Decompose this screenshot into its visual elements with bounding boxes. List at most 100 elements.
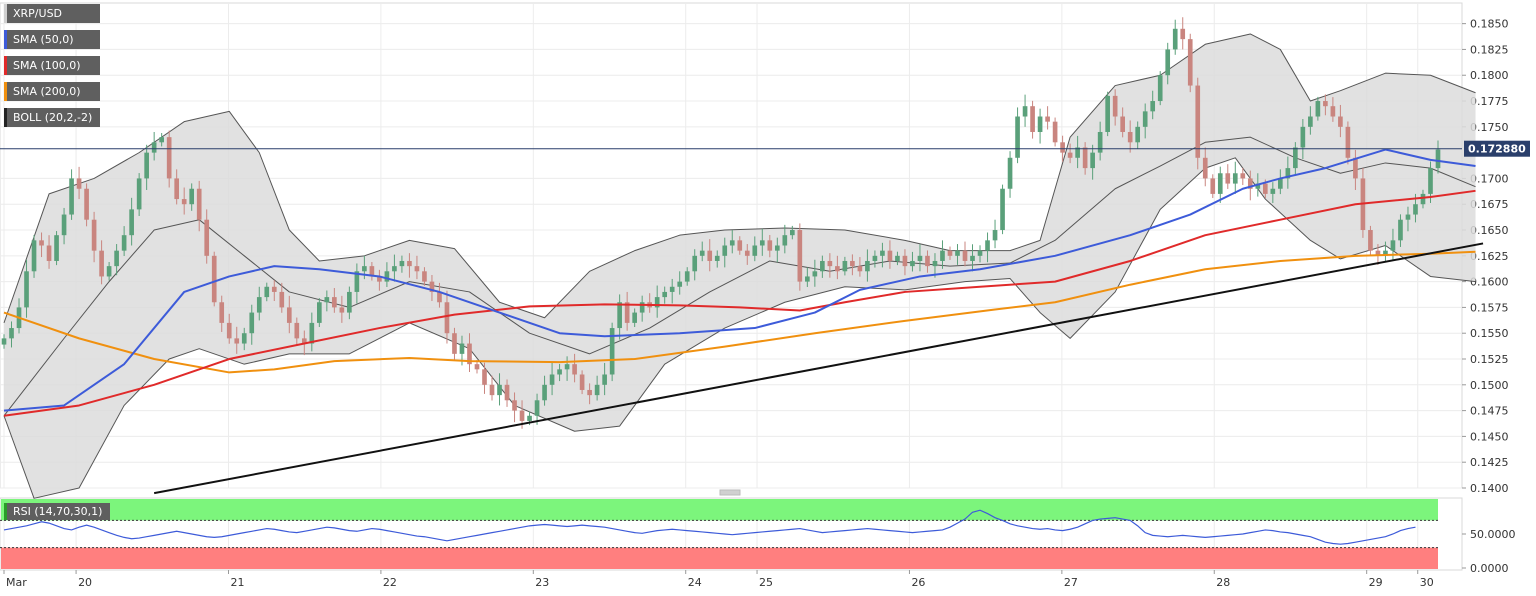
legend-sma100[interactable]: SMA (100,0) (4, 56, 101, 75)
candle (1300, 118, 1306, 160)
candle (1398, 214, 1403, 247)
candle (264, 282, 270, 302)
candle-body (189, 188, 195, 205)
candle-body (249, 312, 255, 334)
candle (136, 173, 142, 216)
candle (910, 251, 915, 272)
candle (437, 282, 442, 308)
candle-body (332, 297, 337, 308)
candle (1150, 90, 1156, 120)
candle-body (1398, 219, 1403, 241)
candle-body (1405, 214, 1411, 220)
candle (632, 308, 637, 328)
candle-body (1285, 168, 1291, 179)
candle-body (1105, 95, 1110, 132)
candle-body (279, 291, 285, 308)
sma200-line (3, 250, 1476, 374)
candle-body (1172, 28, 1178, 50)
candle-body (617, 302, 622, 329)
legend-boll[interactable]: BOLL (20,2,-2) (4, 108, 101, 127)
candle (1195, 77, 1201, 170)
candle-body (632, 312, 637, 323)
candle (857, 257, 863, 277)
legend-sma50[interactable]: SMA (50,0) (4, 30, 101, 49)
candle (84, 183, 89, 227)
candle (54, 231, 59, 266)
y-tick-label: 0.1450 (1470, 430, 1509, 443)
candle (1217, 166, 1223, 203)
candle-body (31, 240, 37, 272)
candle (759, 228, 765, 256)
candle (925, 250, 930, 273)
candle-body (309, 322, 315, 344)
candle (594, 375, 600, 401)
candle (789, 225, 795, 240)
candle-body (714, 255, 720, 261)
indicator-legend: XRP/USD SMA (50,0) SMA (100,0) SMA (200,… (4, 4, 101, 134)
candle-body (910, 260, 915, 267)
legend-pair[interactable]: XRP/USD (4, 4, 101, 23)
candle (354, 263, 360, 304)
candle-body (1097, 131, 1103, 153)
candle-body (136, 178, 142, 210)
candle-body (1345, 126, 1351, 158)
candle (1120, 107, 1125, 138)
candle-body (1225, 173, 1231, 184)
candle (1225, 164, 1231, 189)
candle (76, 166, 82, 200)
candle (639, 295, 645, 322)
x-tick-label: 22 (383, 576, 397, 589)
candle-body (932, 260, 938, 267)
candle (1007, 151, 1013, 198)
candle-body (557, 369, 562, 375)
candle-body (1075, 147, 1080, 158)
sma50-line (3, 148, 1476, 412)
candle (1368, 225, 1373, 255)
candle-body (1037, 116, 1043, 132)
y-tick-label: 0.1600 (1470, 276, 1509, 289)
candle (887, 240, 893, 269)
candle-body (264, 286, 270, 298)
candle (669, 278, 675, 304)
candle-body (39, 240, 44, 246)
candle-body (407, 260, 412, 267)
candle (121, 226, 127, 257)
candle (444, 290, 450, 344)
candle (1037, 108, 1043, 144)
y-tick-label: 0.1800 (1470, 69, 1509, 82)
candle-body (241, 333, 247, 344)
candle-body (835, 266, 840, 272)
candle (189, 183, 195, 211)
legend-sma200[interactable]: SMA (200,0) (4, 82, 101, 101)
candle (181, 187, 187, 215)
candle (564, 356, 570, 381)
candle-body (422, 271, 427, 282)
candle (369, 262, 375, 281)
candle (820, 255, 825, 278)
y-tick-label: 0.1700 (1470, 172, 1509, 185)
sma100-line (3, 189, 1476, 417)
candle (985, 232, 990, 263)
candle (482, 362, 487, 394)
candle (294, 317, 300, 345)
y-tick-label: 0.1575 (1470, 301, 1509, 314)
candle (1052, 117, 1058, 147)
candle-body (684, 271, 690, 282)
candle-body (1240, 173, 1246, 179)
candle-body (1030, 106, 1035, 132)
candle (452, 327, 457, 361)
candle-body (827, 260, 833, 267)
candle-body (797, 230, 803, 282)
legend-rsi[interactable]: RSI (14,70,30,1) (4, 503, 111, 520)
candle-body (271, 286, 277, 292)
candle-body (204, 219, 210, 256)
candle (384, 262, 390, 287)
y-tick-label: 0.1825 (1470, 43, 1509, 56)
candle-body (151, 142, 157, 153)
x-tick-label: 20 (78, 576, 92, 589)
candle-body (181, 199, 187, 205)
candle (1293, 142, 1298, 175)
candle (1090, 144, 1095, 180)
